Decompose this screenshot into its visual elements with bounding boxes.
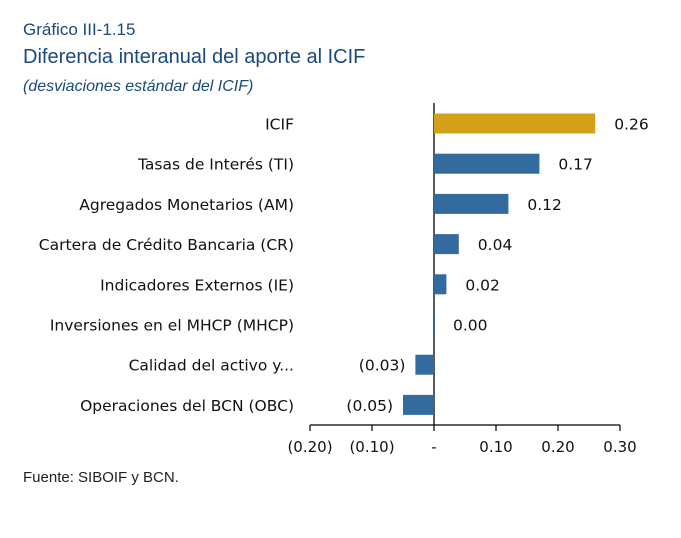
figure-number: Gráfico III-1.15 [23,20,136,39]
x-tick-label: 0.30 [603,438,636,456]
category-label: Inversiones en el MHCP (MHCP) [50,317,294,335]
chart-subtitle: (desviaciones estándar del ICIF) [23,78,254,95]
category-label: Indicadores Externos (IE) [100,276,294,294]
category-label: Calidad del activo y... [129,357,294,375]
x-tick-label: (0.20) [287,438,332,456]
category-label: Agregados Monetarios (AM) [79,196,294,214]
bar [434,193,509,214]
bar [434,314,435,335]
x-tick-label: (0.10) [349,438,394,456]
data-label: 0.00 [453,317,488,335]
category-label: ICIF [265,116,294,134]
bar [434,234,459,255]
category-label: Tasas de Interés (TI) [137,156,294,174]
x-tick-label: 0.10 [479,438,512,456]
data-label: (0.03) [359,357,406,375]
x-tick-label: - [431,438,436,456]
bar [434,274,447,295]
data-label: 0.04 [478,236,513,254]
bar [434,153,540,174]
x-tick-label: 0.20 [541,438,574,456]
data-label: 0.02 [465,276,500,294]
category-label: Operaciones del BCN (OBC) [80,397,294,415]
bar [415,354,434,375]
bar [434,113,596,134]
data-label: 0.17 [558,156,593,174]
data-label: (0.05) [346,397,393,415]
data-label: 0.26 [614,116,649,134]
bar [403,394,434,415]
data-label: 0.12 [527,196,562,214]
category-label: Cartera de Crédito Bancaria (CR) [39,236,294,254]
source-note: Fuente: SIBOIF y BCN. [23,469,179,486]
chart-title: Diferencia interanual del aporte al ICIF [23,46,366,68]
